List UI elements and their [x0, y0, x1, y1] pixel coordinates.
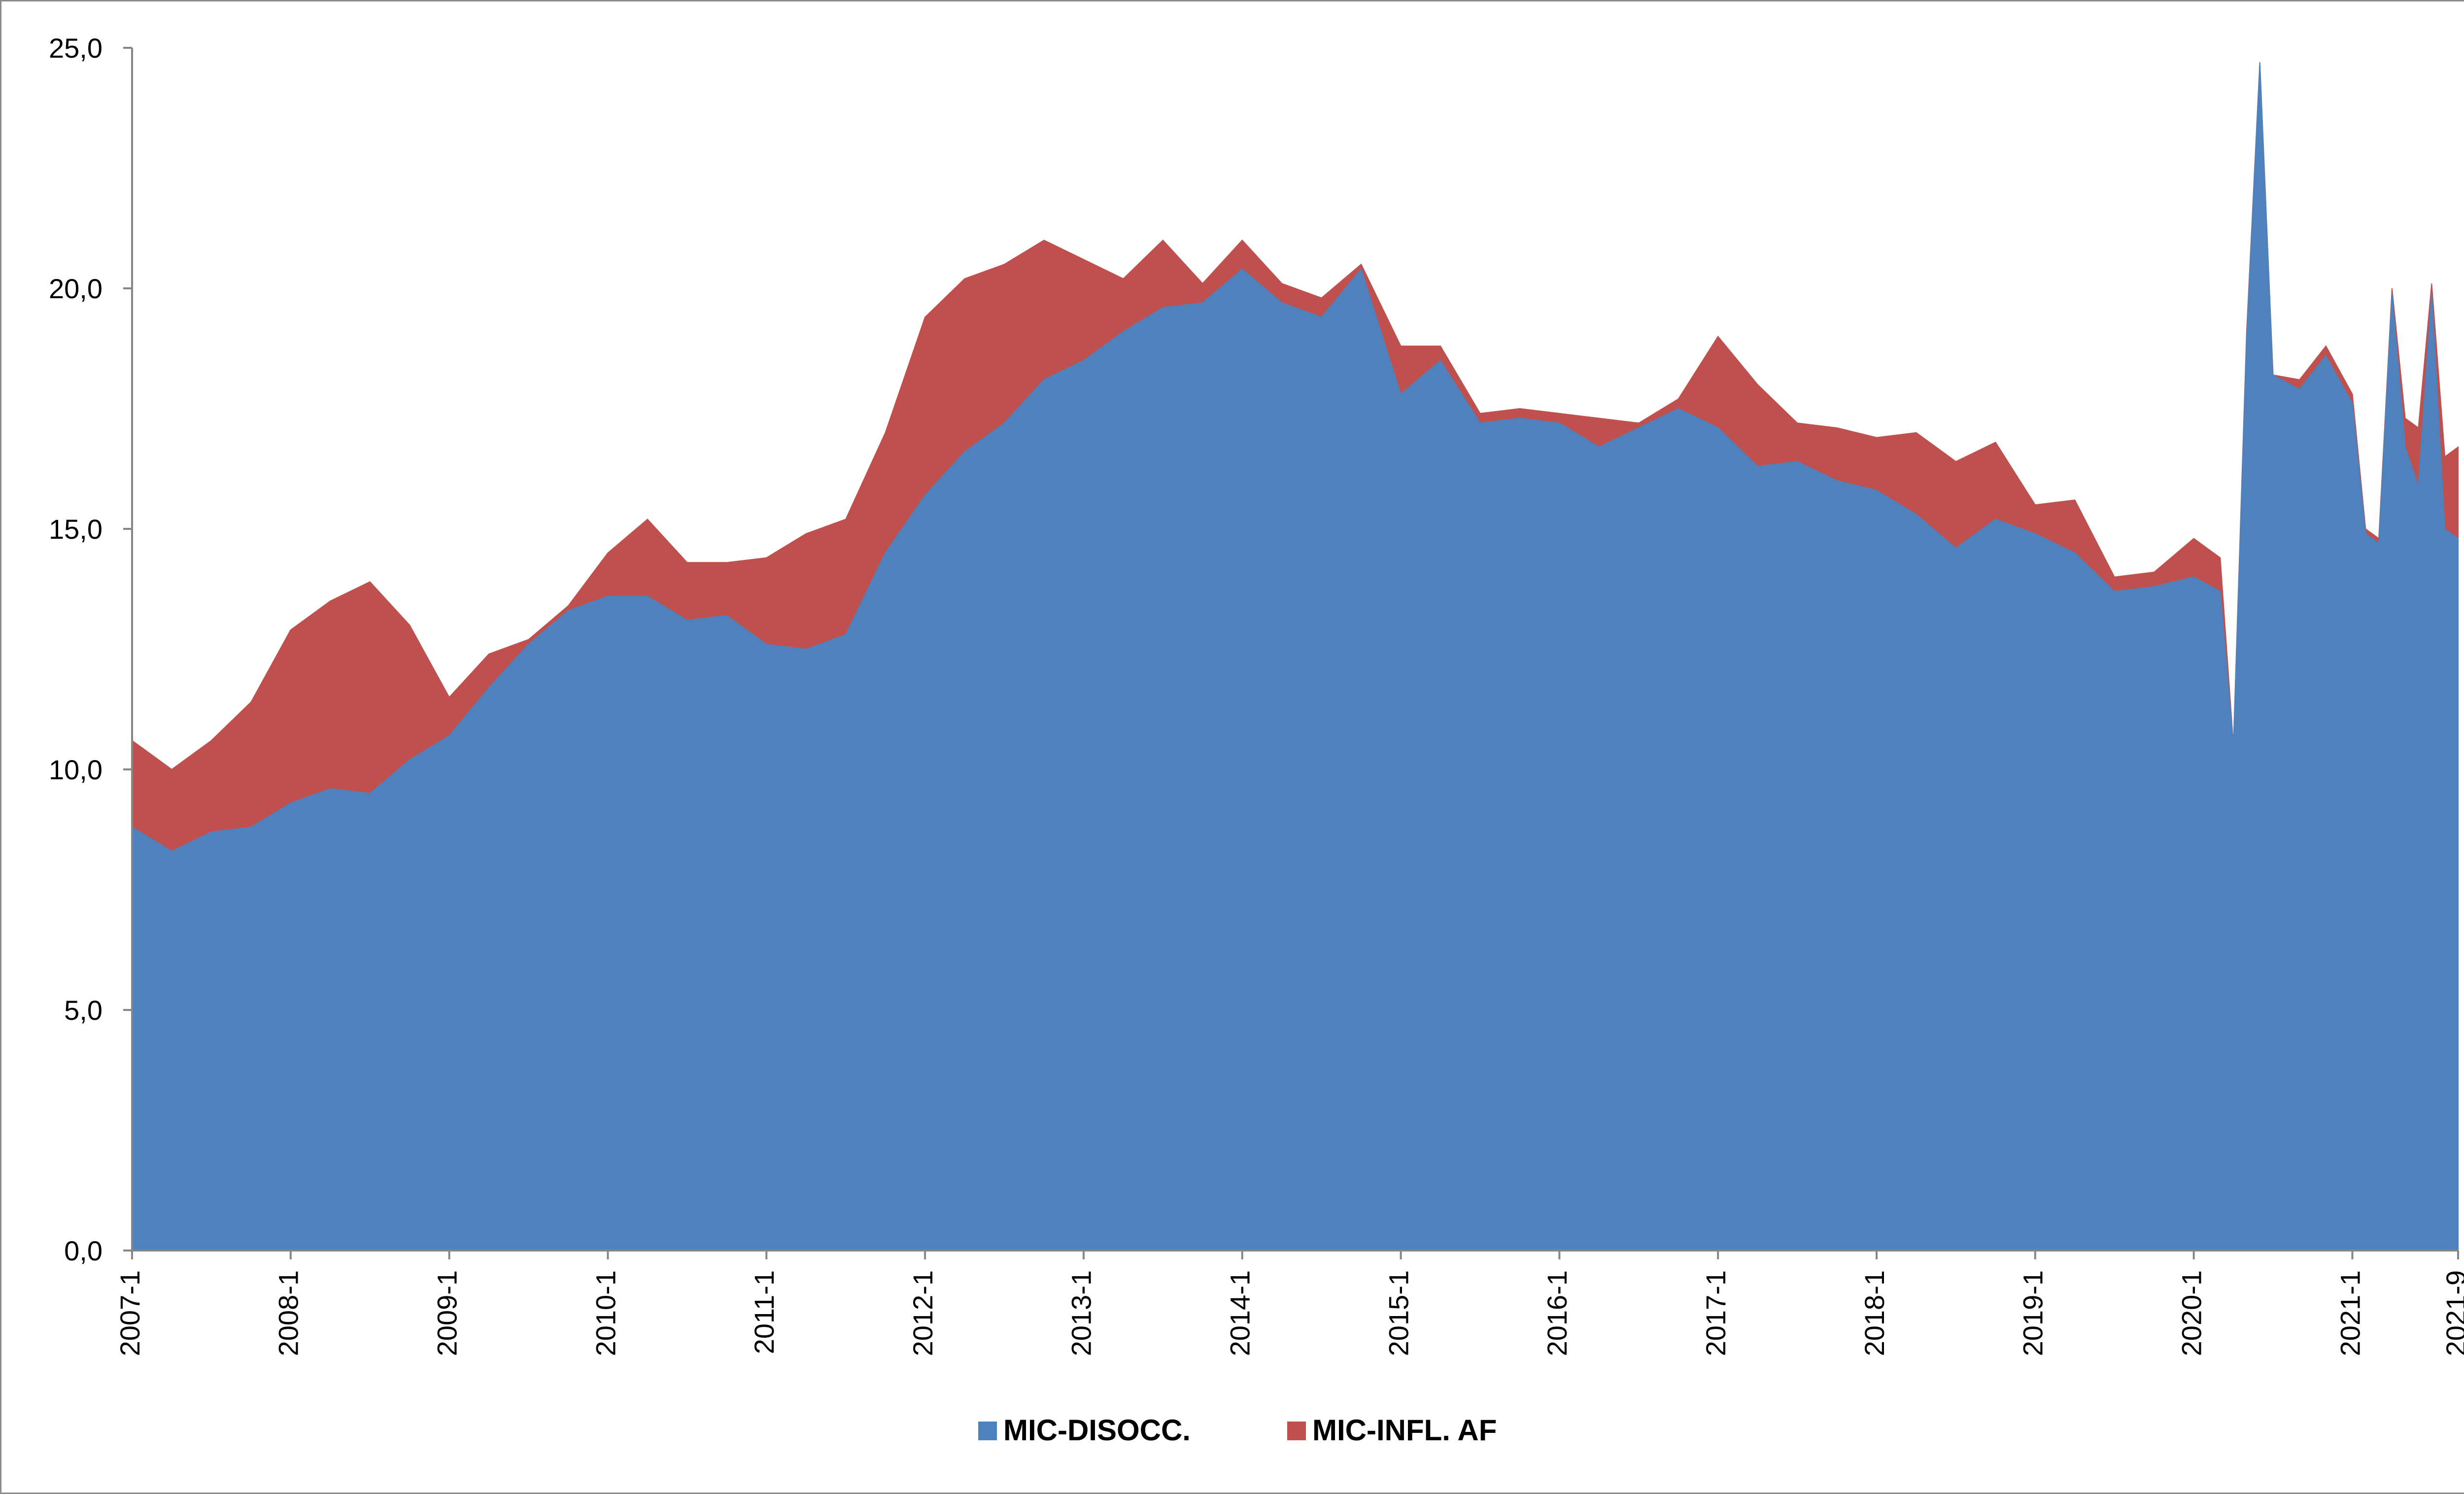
- legend-label-mic-infl-af: MIC-INFL. AF: [1312, 1414, 1497, 1447]
- x-axis-ticks: 2007-1 2008-1 2009-1 2010-1 2011-1 2012-1 2013…: [114, 1251, 2464, 1356]
- x-tick-label: 2008-1: [273, 1270, 304, 1356]
- x-tick-label: 2012-1: [907, 1270, 938, 1356]
- x-tick-label: 2009-1: [431, 1270, 462, 1356]
- x-tick-label: 2019-1: [2018, 1270, 2049, 1356]
- y-tick-label: 25,0: [49, 33, 103, 64]
- legend: MIC-DISOCC. MIC-INFL. AF: [978, 1414, 1497, 1447]
- x-tick-label: 2010-1: [590, 1270, 621, 1356]
- x-tick-label: 2015-1: [1383, 1270, 1414, 1356]
- y-tick-label: 20,0: [49, 273, 103, 304]
- x-tick-label: 2011-1: [749, 1270, 780, 1354]
- y-tick-label: 10,0: [49, 754, 103, 785]
- area-mic-disocc: [132, 62, 2459, 1251]
- chart-axes: [131, 48, 2458, 1251]
- x-tick-label: 2013-1: [1066, 1270, 1097, 1356]
- x-tick-label: 2020-1: [2176, 1270, 2207, 1356]
- y-tick-label: 5,0: [64, 995, 103, 1026]
- y-axis-ticks: 0,0 5,0 10,0 15,0 20,0 25,0: [49, 33, 132, 1266]
- x-tick-label: 2021-1: [2334, 1270, 2365, 1356]
- legend-swatch-mic-disocc: [978, 1422, 997, 1440]
- x-tick-label: 2021-9: [2440, 1270, 2464, 1356]
- x-tick-label: 2018-1: [1859, 1270, 1890, 1356]
- legend-swatch-mic-infl-af: [1287, 1422, 1306, 1440]
- y-tick-label: 0,0: [64, 1235, 103, 1266]
- x-tick-label: 2017-1: [1700, 1270, 1731, 1356]
- x-tick-label: 2014-1: [1224, 1270, 1255, 1356]
- legend-label-mic-disocc: MIC-DISOCC.: [1003, 1414, 1191, 1447]
- x-tick-label: 2016-1: [1541, 1270, 1573, 1356]
- chart-areas: [132, 62, 2459, 1251]
- x-tick-label: 2007-1: [114, 1270, 145, 1356]
- y-tick-label: 15,0: [49, 514, 103, 545]
